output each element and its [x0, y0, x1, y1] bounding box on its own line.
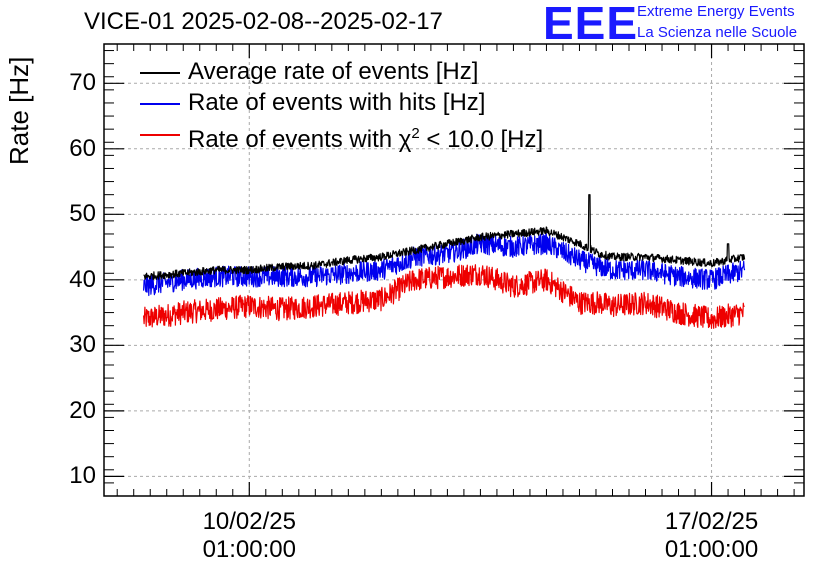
chart-title: VICE-01 2025-02-08--2025-02-17	[84, 8, 443, 35]
legend-label-average: Average rate of events [Hz]	[188, 58, 479, 85]
legend-swatch-hits	[140, 103, 180, 105]
series-line-0	[143, 194, 746, 281]
axis-ticks	[104, 44, 804, 497]
y-axis-label: Rate [Hz]	[4, 56, 34, 165]
eee-logo: EEE	[543, 0, 639, 49]
y-tick-label: 60	[69, 134, 96, 162]
plot-frame	[103, 43, 805, 497]
y-tick-label: 20	[69, 396, 96, 424]
y-tick-label: 10	[69, 462, 96, 490]
y-tick-label: 40	[69, 265, 96, 293]
y-tick-label: 50	[69, 200, 96, 228]
legend-swatch-chi2	[140, 134, 180, 136]
y-tick-label: 70	[69, 69, 96, 97]
y-tick-label: 30	[69, 331, 96, 359]
legend-swatch-average	[140, 72, 180, 74]
legend-label-chi2: Rate of events with χ2 < 10.0 [Hz]	[188, 125, 544, 153]
series-group	[143, 194, 746, 329]
x-tick-label: 10/02/25 01:00:00	[202, 508, 296, 563]
logo-line-2: La Scienza nelle Scuole	[637, 24, 798, 41]
legend-label-hits: Rate of events with hits [Hz]	[188, 89, 486, 116]
x-tick-label: 17/02/25 01:00:00	[664, 508, 759, 563]
series-line-2	[143, 264, 745, 329]
logo-line-1: Extreme Energy Events	[637, 3, 795, 20]
